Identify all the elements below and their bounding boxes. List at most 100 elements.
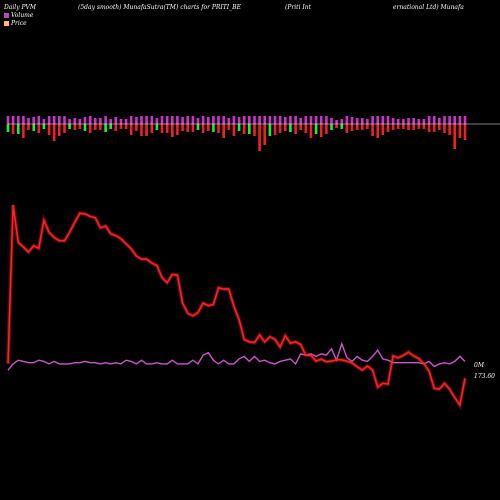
volume-bar: [427, 124, 431, 132]
header-left-title: Daily PVM: [4, 4, 37, 11]
volume-bar: [278, 124, 282, 133]
volume-bar: [124, 124, 128, 129]
oscillator-bar: [6, 116, 10, 124]
oscillator-bar: [427, 116, 431, 124]
legend-volume-swatch: [4, 13, 9, 18]
volume-bar: [299, 124, 302, 130]
volume-bar: [42, 124, 46, 129]
oscillator-bar: [78, 119, 82, 124]
volume-bar: [63, 124, 66, 133]
volume-bar: [263, 124, 266, 145]
header-right-title-2: ernational Ltd) Munafa: [393, 4, 464, 11]
oscillator-bar: [458, 116, 462, 124]
volume-bar: [258, 124, 261, 151]
volume-bar: [104, 124, 107, 132]
oscillator-bar: [181, 117, 184, 124]
volume-bar: [294, 124, 297, 134]
volume-bar: [52, 124, 56, 141]
oscillator-bar: [355, 118, 359, 124]
volume-bar: [6, 124, 10, 132]
oscillator-bar: [268, 116, 272, 124]
volume-bar: [196, 124, 200, 130]
volume-bar: [248, 124, 251, 134]
volume-bar: [99, 124, 102, 130]
oscillator-bar: [212, 116, 215, 124]
oscillator-bar: [258, 116, 261, 124]
volume-bar: [340, 124, 344, 129]
oscillator-bar: [171, 116, 174, 124]
volume-bar: [155, 124, 159, 130]
volume-bar: [304, 124, 308, 133]
oscillator-bar: [119, 119, 123, 124]
oscillator-bar: [32, 117, 35, 124]
oscillator-bar: [58, 116, 61, 124]
volume-bar: [309, 124, 313, 138]
volume-bar: [207, 124, 210, 131]
oscillator-bar: [289, 116, 292, 124]
oscillator-bar: [63, 116, 66, 124]
volume-bar: [422, 124, 426, 129]
oscillator-bar: [438, 118, 441, 124]
volume-bar: [222, 124, 225, 138]
volume-bar: [443, 124, 446, 133]
oscillator-bar: [299, 118, 302, 124]
volume-bars: [6, 116, 467, 151]
oscillator-bar: [227, 118, 231, 124]
volume-bar: [314, 124, 318, 134]
oscillator-bar: [340, 119, 344, 124]
oscillator-bar: [160, 116, 164, 124]
oscillator-bar: [330, 118, 333, 124]
volume-bar: [386, 124, 390, 132]
oscillator-bar: [376, 116, 379, 124]
oscillator-bar: [186, 116, 189, 124]
legend-volume-label: Volume: [11, 12, 34, 19]
volume-bar: [289, 124, 292, 132]
oscillator-bar: [361, 118, 364, 124]
volume-bar: [83, 124, 87, 131]
volume-bar: [325, 124, 328, 134]
oscillator-bar: [381, 116, 385, 124]
volume-bar: [402, 124, 405, 129]
oscillator-bar: [284, 117, 287, 124]
oscillator-bar: [273, 116, 277, 124]
oscillator-bar: [88, 116, 92, 124]
volume-bar: [396, 124, 400, 129]
oscillator-bar: [129, 116, 133, 124]
volume-bar: [140, 124, 143, 136]
volume-bar: [37, 124, 41, 133]
volume-bar: [73, 124, 77, 130]
oscillator-bar: [165, 116, 169, 124]
volume-bar: [201, 124, 205, 133]
oscillator-bar: [412, 118, 415, 124]
oscillator-bar: [176, 116, 179, 124]
volume-bar: [191, 124, 195, 132]
volume-bar: [150, 124, 154, 133]
volume-bar: [237, 124, 241, 131]
volume-bar: [17, 124, 20, 134]
oscillator-bar: [314, 116, 318, 124]
oscillator-bar: [253, 116, 256, 124]
oscillator-bar: [278, 116, 282, 124]
volume-end-label: 0M: [474, 362, 485, 369]
volume-bar: [366, 124, 369, 129]
volume-bar: [27, 124, 30, 130]
volume-bar: [330, 124, 333, 130]
oscillator-bar: [135, 117, 138, 124]
volume-bar: [355, 124, 359, 130]
oscillator-bar: [309, 116, 313, 124]
oscillator-bar: [99, 118, 102, 124]
volume-bar: [119, 124, 123, 129]
volume-bar: [381, 124, 385, 135]
oscillator-bar: [432, 116, 436, 124]
volume-bar: [145, 124, 148, 136]
oscillator-bar: [201, 116, 205, 124]
oscillator-bar: [47, 116, 51, 124]
volume-bar: [438, 124, 441, 130]
legend-price-label: Price: [11, 20, 27, 27]
oscillator-bar: [453, 116, 456, 124]
volume-bar: [417, 124, 421, 129]
volume-bar: [350, 124, 354, 131]
volume-bar: [284, 124, 287, 131]
header-right-title-1: (Priti Int: [285, 4, 312, 11]
